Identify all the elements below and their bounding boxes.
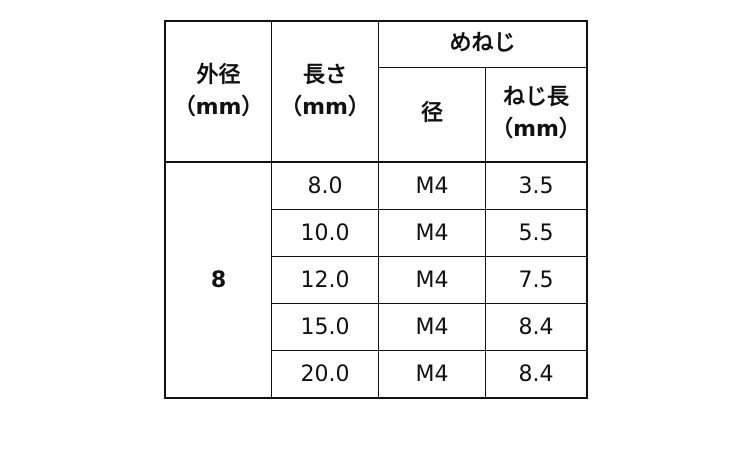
cell-diameter: M4 [378,161,486,210]
header-length: 長さ （mm） [271,20,379,163]
label: ねじ長 [502,85,569,111]
label: 外径 [196,62,241,88]
header-thread-length: ねじ長 （mm） [485,66,588,163]
cell-length: 8.0 [271,161,379,210]
cell-diameter: M4 [378,350,486,399]
cell-diameter: M4 [378,209,486,257]
cell-length: 12.0 [271,256,379,304]
cell-length: 20.0 [271,350,379,399]
unit: （mm） [280,94,370,120]
outer-diameter-value: 8 [164,161,272,399]
cell-thread-length: 8.4 [485,350,588,399]
cell-thread-length: 8.4 [485,303,588,351]
cell-diameter: M4 [378,303,486,351]
cell-length: 10.0 [271,209,379,257]
spec-table: 外径 （mm） 長さ （mm） めねじ 径 ねじ長 （mm） 8 8.0 M4 3.5 1… [164,20,588,399]
table-row: 10.0 M4 5.5 [165,209,588,257]
cell-length: 15.0 [271,303,379,351]
cell-thread-length: 3.5 [485,161,588,210]
unit: （mm） [491,117,581,143]
header-thread-diameter: 径 [378,66,486,163]
table-row: 15.0 M4 8.4 [165,303,588,351]
table-row: 8 8.0 M4 3.5 [164,161,588,399]
header-outer-diameter: 外径 （mm） [164,20,272,163]
label: 長さ [302,62,347,88]
cell-diameter: M4 [378,256,486,304]
cell-thread-length: 7.5 [485,256,588,304]
header-female-thread: めねじ [378,20,588,68]
cell-thread-length: 5.5 [485,209,588,257]
table-row: 20.0 M4 8.4 [165,350,588,399]
unit: （mm） [173,94,264,120]
